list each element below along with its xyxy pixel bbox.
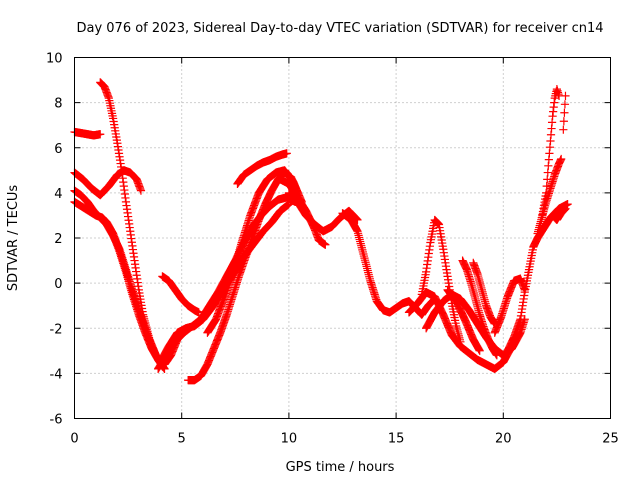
data-point xyxy=(561,91,570,100)
data-point xyxy=(96,130,105,139)
data-series xyxy=(537,84,564,222)
x-tick-label: 5 xyxy=(178,432,186,447)
data-series xyxy=(70,166,146,200)
data-point xyxy=(475,346,484,355)
x-tick-label: 10 xyxy=(281,432,298,447)
y-tick-label: 10 xyxy=(46,52,63,67)
data-series xyxy=(70,186,169,373)
y-tick-labels: -6 -4 -2 0 2 4 6 8 10 xyxy=(46,52,63,428)
data-series xyxy=(533,154,566,238)
y-axis-label: SDTVAR / TECUs xyxy=(6,185,21,292)
x-tick-label: 15 xyxy=(388,432,405,447)
data-point xyxy=(560,108,569,117)
data-point xyxy=(492,351,501,360)
data-series xyxy=(443,285,484,355)
data-point xyxy=(282,149,291,158)
data-point xyxy=(559,117,568,126)
x-tick-labels: 0 5 10 15 20 25 xyxy=(70,432,618,447)
data-series xyxy=(233,149,291,188)
data-points xyxy=(70,78,572,385)
data-series xyxy=(276,175,330,249)
data-series xyxy=(70,127,105,140)
data-point xyxy=(543,168,552,177)
data-series xyxy=(156,200,293,367)
x-tick-label: 0 xyxy=(70,432,78,447)
y-tick-label: -6 xyxy=(50,413,63,428)
data-point xyxy=(559,125,568,134)
y-tick-label: 4 xyxy=(54,187,62,202)
x-axis-label: GPS time / hours xyxy=(286,460,395,475)
data-point xyxy=(284,200,293,209)
data-series xyxy=(548,204,570,225)
x-tick-label: 20 xyxy=(495,432,512,447)
data-series xyxy=(458,256,501,360)
chart-title: Day 076 of 2023, Sidereal Day-to-day VTE… xyxy=(76,21,603,36)
y-tick-label: 0 xyxy=(54,277,62,292)
y-tick-label: 6 xyxy=(54,142,62,157)
data-series xyxy=(338,209,439,319)
data-series xyxy=(490,274,529,337)
plot-frame xyxy=(74,57,611,419)
y-tick-label: 2 xyxy=(54,232,62,247)
data-point xyxy=(136,186,146,195)
data-point xyxy=(563,200,572,209)
data-point xyxy=(557,154,566,164)
y-tick-label: -4 xyxy=(50,367,63,382)
grid xyxy=(74,57,611,419)
y-tick-label: 8 xyxy=(54,97,62,112)
y-tick-label: -2 xyxy=(50,322,63,337)
data-series xyxy=(158,272,203,317)
data-point xyxy=(321,240,330,249)
x-tick-label: 25 xyxy=(602,432,619,447)
data-point xyxy=(561,204,570,213)
data-point xyxy=(560,100,570,109)
data-series xyxy=(559,91,570,134)
data-series xyxy=(469,258,499,328)
